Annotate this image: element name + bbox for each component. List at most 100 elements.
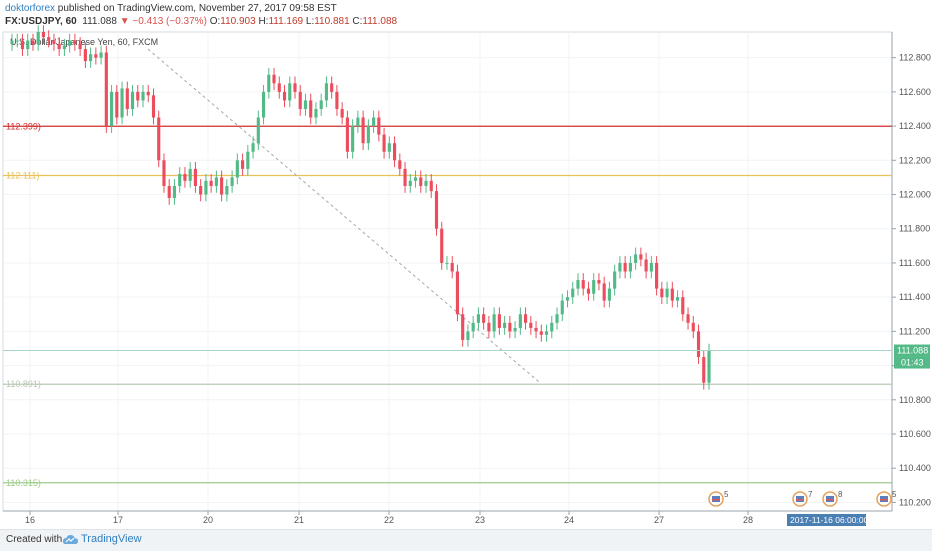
candle[interactable] — [649, 262, 653, 272]
candle[interactable] — [167, 185, 171, 198]
candle[interactable] — [272, 74, 276, 84]
candle[interactable] — [461, 314, 465, 340]
candle[interactable] — [288, 83, 292, 101]
candle[interactable] — [183, 173, 187, 181]
candle[interactable] — [303, 100, 308, 109]
candle[interactable] — [151, 95, 156, 118]
candle[interactable] — [94, 54, 98, 58]
candle[interactable] — [225, 185, 229, 195]
candle[interactable] — [204, 180, 208, 195]
candle[interactable] — [52, 40, 56, 44]
candle[interactable] — [235, 160, 239, 178]
candle[interactable] — [576, 280, 580, 289]
candle[interactable] — [188, 168, 192, 181]
candle[interactable] — [372, 117, 376, 127]
candle[interactable] — [10, 40, 14, 44]
candle[interactable] — [130, 91, 135, 109]
candle[interactable] — [209, 180, 213, 186]
candle[interactable] — [261, 91, 266, 118]
candle[interactable] — [471, 322, 475, 332]
candle[interactable] — [20, 40, 25, 50]
candle[interactable] — [565, 297, 570, 301]
candle[interactable] — [314, 108, 318, 118]
candle[interactable] — [670, 288, 674, 301]
candle[interactable] — [639, 254, 643, 260]
candle[interactable] — [586, 288, 591, 294]
candle[interactable] — [15, 40, 19, 42]
candle[interactable] — [62, 45, 66, 50]
candle[interactable] — [214, 177, 218, 186]
candle[interactable] — [73, 40, 77, 44]
candle[interactable] — [330, 83, 334, 92]
candle[interactable] — [440, 228, 444, 263]
candle[interactable] — [398, 160, 402, 169]
candle[interactable] — [293, 83, 297, 92]
candle[interactable] — [241, 160, 245, 169]
candle[interactable] — [544, 331, 549, 335]
candle[interactable] — [691, 322, 695, 332]
candle[interactable] — [345, 117, 349, 152]
candle[interactable] — [277, 83, 281, 92]
candle[interactable] — [162, 160, 166, 186]
candle[interactable] — [696, 331, 701, 358]
candle[interactable] — [57, 43, 61, 50]
candle[interactable] — [429, 180, 433, 192]
candle[interactable] — [513, 327, 517, 332]
candle[interactable] — [282, 91, 287, 101]
price-chart[interactable]: 110.200110.400110.600110.800111.000111.2… — [0, 0, 932, 529]
candle[interactable] — [455, 271, 460, 315]
candle[interactable] — [68, 40, 72, 46]
candle[interactable] — [607, 288, 612, 301]
candle[interactable] — [146, 91, 150, 96]
candle[interactable] — [529, 322, 533, 328]
candle[interactable] — [602, 283, 606, 301]
candle[interactable] — [120, 88, 124, 118]
candle[interactable] — [403, 168, 407, 186]
candle[interactable] — [193, 168, 197, 186]
candle[interactable] — [361, 117, 365, 144]
candle[interactable] — [141, 91, 145, 101]
candle[interactable] — [99, 52, 103, 58]
candle[interactable] — [434, 191, 439, 229]
candle[interactable] — [172, 185, 177, 198]
candle[interactable] — [555, 314, 559, 323]
candle[interactable] — [387, 143, 391, 152]
candle[interactable] — [47, 37, 51, 41]
candle[interactable] — [230, 177, 234, 186]
candle[interactable] — [466, 331, 470, 340]
candle[interactable] — [592, 280, 596, 294]
candle[interactable] — [178, 173, 182, 186]
candle[interactable] — [319, 100, 323, 109]
candle[interactable] — [644, 259, 648, 272]
candle[interactable] — [508, 322, 512, 332]
candle[interactable] — [503, 322, 507, 328]
candle[interactable] — [408, 180, 412, 186]
candle[interactable] — [524, 314, 528, 323]
candle[interactable] — [660, 288, 664, 298]
candle[interactable] — [109, 91, 114, 127]
candle[interactable] — [623, 262, 627, 272]
candle[interactable] — [707, 350, 711, 383]
candle[interactable] — [539, 331, 543, 335]
tradingview-brand-link[interactable]: TradingView — [81, 533, 142, 545]
candle[interactable] — [686, 314, 690, 323]
candle[interactable] — [340, 108, 344, 118]
candle[interactable] — [267, 74, 271, 92]
candle[interactable] — [256, 117, 260, 144]
candle[interactable] — [702, 357, 706, 383]
candle[interactable] — [560, 300, 564, 315]
candle[interactable] — [497, 314, 501, 328]
candle[interactable] — [634, 254, 638, 263]
candle[interactable] — [613, 271, 617, 289]
candle[interactable] — [445, 262, 449, 264]
candle[interactable] — [571, 288, 575, 298]
candle[interactable] — [351, 126, 355, 152]
candle[interactable] — [665, 288, 669, 298]
candle[interactable] — [377, 117, 381, 135]
candle[interactable] — [628, 262, 632, 272]
candle[interactable] — [324, 83, 329, 101]
candle[interactable] — [681, 297, 685, 315]
candle[interactable] — [366, 126, 370, 144]
candle[interactable] — [36, 32, 40, 44]
candle[interactable] — [251, 143, 255, 152]
